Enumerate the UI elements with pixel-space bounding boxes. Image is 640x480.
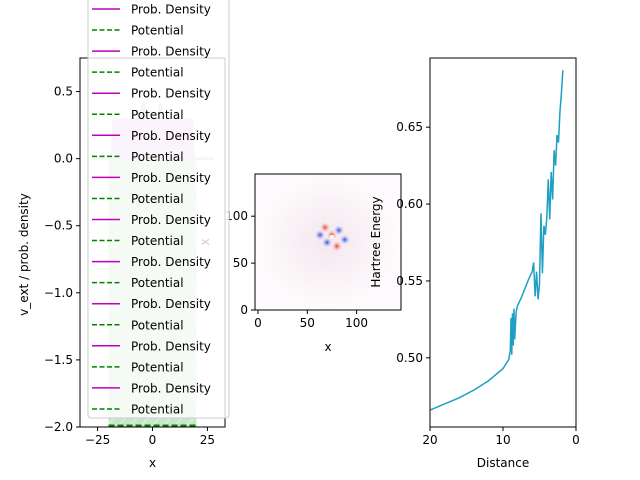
x-tick-label: 0 — [149, 433, 157, 447]
x-tick-label: 0 — [572, 433, 580, 447]
legend-label: Potential — [131, 318, 184, 332]
legend-label: Potential — [131, 234, 184, 248]
hartree-energy-line — [429, 70, 564, 411]
x-tick-label: 20 — [422, 433, 437, 447]
negative-lobe — [338, 233, 351, 246]
legend-label: Prob. Density — [131, 381, 211, 395]
y-tick-label: 50 — [233, 256, 248, 270]
legend-label: Potential — [131, 360, 184, 374]
x-tick-label: 25 — [200, 433, 215, 447]
y-tick-label: −0.5 — [44, 219, 73, 233]
legend-label: Potential — [131, 276, 184, 290]
x-tick-label: 50 — [300, 316, 315, 330]
positive-lobe — [330, 240, 343, 253]
middle-panel: 005050100100xx — [198, 173, 402, 354]
y-tick-label: 0.0 — [54, 152, 73, 166]
x-axis-label: x — [149, 456, 156, 470]
legend-label: Prob. Density — [131, 297, 211, 311]
negative-lobe — [332, 224, 345, 237]
y-axis-label: Hartree Energy — [369, 196, 383, 287]
legend-label: Prob. Density — [131, 45, 211, 59]
y-tick-label: −1.0 — [44, 286, 73, 300]
y-tick-label: 0.50 — [396, 351, 423, 365]
legend-label: Potential — [131, 24, 184, 38]
y-tick-label: 100 — [225, 209, 248, 223]
node-center — [329, 234, 334, 239]
legend-label: Potential — [131, 192, 184, 206]
legend-label: Prob. Density — [131, 255, 211, 269]
x-tick-label: 100 — [345, 316, 368, 330]
legend-label: Potential — [131, 108, 184, 122]
x-axis-label: x — [324, 340, 331, 354]
y-tick-label: 0.65 — [396, 120, 423, 134]
legend-box — [87, 0, 230, 419]
x-tick-label: 10 — [495, 433, 510, 447]
y-tick-label: 0.5 — [54, 85, 73, 99]
left-legend: Prob. Density Potential Prob. Density Poten… — [87, 0, 230, 419]
legend-label: Potential — [131, 402, 184, 416]
legend-label: Potential — [131, 66, 184, 80]
legend-label: Prob. Density — [131, 87, 211, 101]
x-tick-label: −25 — [85, 433, 110, 447]
legend-label: Potential — [131, 150, 184, 164]
y-tick-label: 0.55 — [396, 274, 423, 288]
y-tick-label: 0 — [240, 303, 248, 317]
y-tick-label: −2.0 — [44, 420, 73, 434]
x-axis-label: Distance — [477, 456, 529, 470]
middle-axes-frame — [254, 173, 402, 311]
legend-label: Prob. Density — [131, 339, 211, 353]
y-tick-label: −1.5 — [44, 353, 73, 367]
legend-label: Prob. Density — [131, 3, 211, 17]
x-tick-label: 0 — [254, 316, 262, 330]
legend-label: Prob. Density — [131, 171, 211, 185]
y-tick-label: 0.60 — [396, 197, 423, 211]
legend-label: Prob. Density — [131, 213, 211, 227]
legend-label: Prob. Density — [131, 129, 211, 143]
y-axis-label: v_ext / prob. density — [17, 193, 31, 316]
right-panel: 20 10 0 0.50 0.55 0.60 0.65 Distance Hartree Ene… — [369, 57, 580, 470]
positive-lobe — [319, 221, 332, 234]
